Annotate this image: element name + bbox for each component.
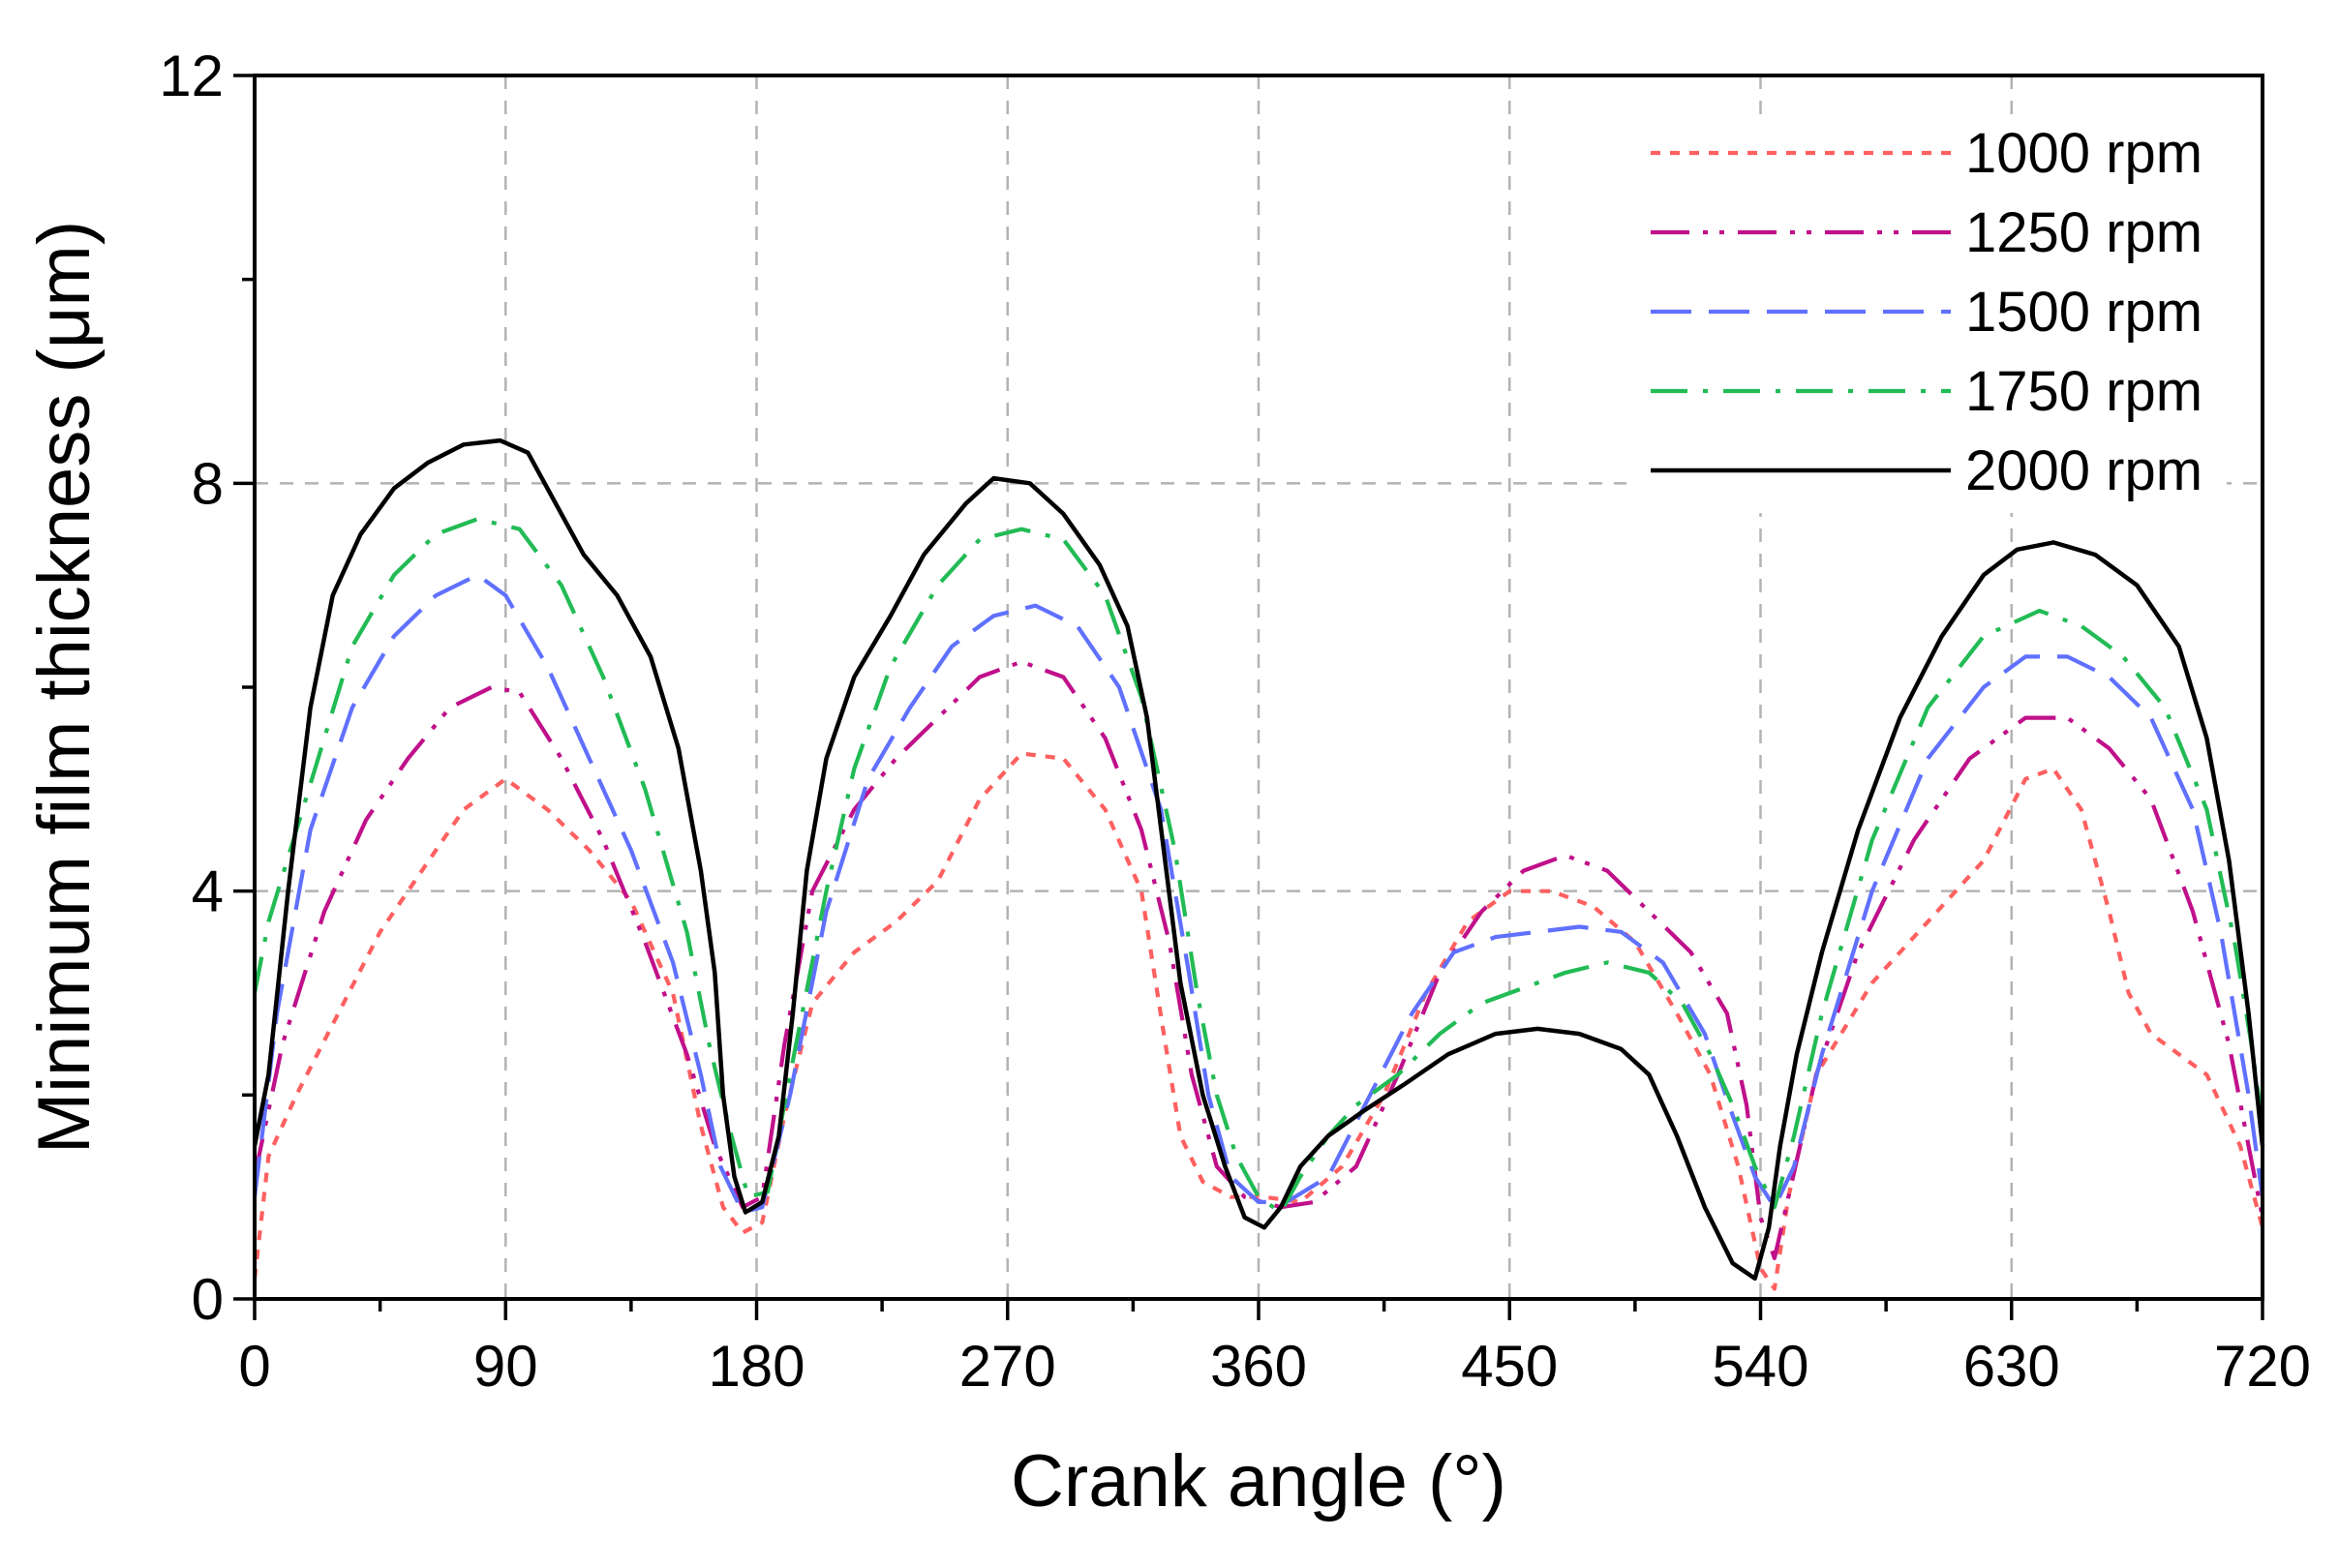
x-axis-title: Crank angle (°) [1011,1440,1506,1523]
x-tick-label: 270 [959,1334,1056,1399]
x-tick-label: 360 [1210,1334,1307,1399]
axis-ticks [233,74,2264,1320]
y-tick-label: 0 [192,1267,224,1332]
legend: 1000 rpm 1250 rpm 1500 rpm 1750 rpm 2000 rpm [1626,114,2227,513]
legend-label: 1750 rpm [1965,360,2202,423]
x-tick-label: 540 [1712,1334,1808,1399]
y-tick-label: 4 [192,859,224,924]
x-tick-label: 0 [238,1334,270,1399]
series-line-1250-rpm [252,659,2265,1260]
series-line-2000-rpm [252,437,2265,1282]
legend-label: 1500 rpm [1965,281,2202,344]
x-tick-label: 180 [708,1334,805,1399]
series-lines [252,437,2265,1291]
x-tick-label: 720 [2214,1334,2311,1399]
legend-label: 1250 rpm [1965,201,2202,264]
x-tick-label: 90 [473,1334,538,1399]
legend-label: 2000 rpm [1965,439,2202,502]
x-tick-label: 630 [1963,1334,2060,1399]
tick-labels: 0 90 180 270 360 450 540 630 720 0 4 8 12 [159,44,2311,1399]
y-tick-label: 8 [192,451,224,516]
series-line-1500-rpm [252,573,2265,1215]
series-line-1750-rpm [252,517,2265,1215]
y-tick-label: 12 [159,44,224,108]
legend-label: 1000 rpm [1965,122,2202,185]
y-axis-title: Minimum film thickness (μm) [23,221,106,1154]
x-tick-label: 450 [1461,1334,1558,1399]
